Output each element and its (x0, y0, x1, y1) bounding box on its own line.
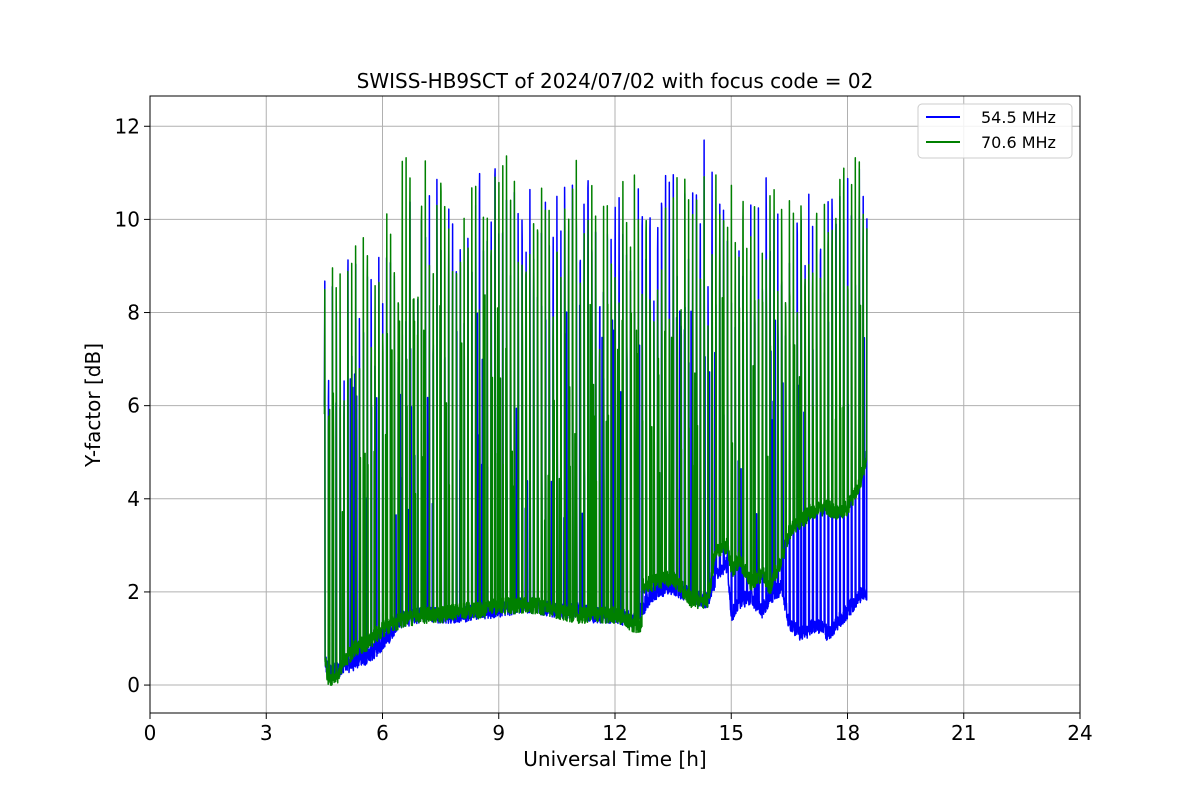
legend-label-70-6-mhz: 70.6 MHz (981, 133, 1056, 152)
y-tick-label: 0 (127, 673, 140, 697)
legend-label-54-5-mhz: 54.5 MHz (981, 108, 1056, 127)
legend: 54.5 MHz 70.6 MHz (917, 103, 1073, 159)
x-tick-label: 18 (835, 721, 860, 745)
y-tick-label: 4 (127, 487, 140, 511)
y-tick-label: 12 (115, 114, 140, 138)
x-tick-label: 15 (719, 721, 744, 745)
y-tick-label: 10 (115, 207, 140, 231)
plot-series (323, 139, 868, 686)
x-tick-label: 12 (602, 721, 627, 745)
x-axis-label: Universal Time [h] (523, 747, 706, 771)
x-tick-label: 9 (492, 721, 505, 745)
x-tick-label: 6 (376, 721, 389, 745)
x-tick-label: 21 (951, 721, 976, 745)
y-tick-label: 2 (127, 580, 140, 604)
chart-title: SWISS-HB9SCT of 2024/07/02 with focus co… (357, 69, 874, 93)
x-tick-label: 0 (144, 721, 157, 745)
series-line-70-6-mhz (323, 155, 868, 686)
y-tick-label: 6 (127, 394, 140, 418)
x-tick-label: 24 (1067, 721, 1092, 745)
y-axis-label: Y-factor [dB] (81, 343, 105, 468)
x-tick-label: 3 (260, 721, 273, 745)
y-tick-label: 8 (127, 301, 140, 325)
